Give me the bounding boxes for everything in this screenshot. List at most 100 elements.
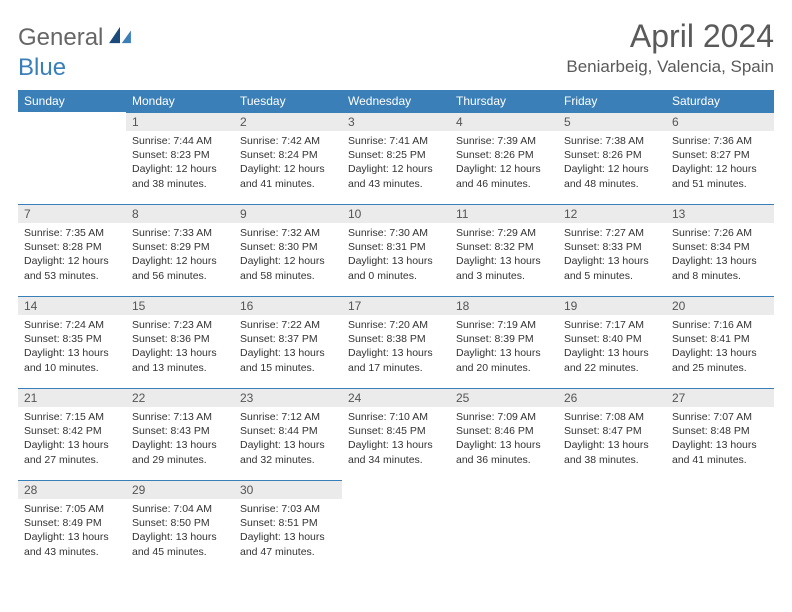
day-content: Sunrise: 7:08 AMSunset: 8:47 PMDaylight:… bbox=[558, 407, 666, 471]
sunrise-text: Sunrise: 7:19 AM bbox=[456, 318, 552, 332]
day-number: 5 bbox=[558, 112, 666, 131]
sunrise-text: Sunrise: 7:26 AM bbox=[672, 226, 768, 240]
day-cell-22: 22Sunrise: 7:13 AMSunset: 8:43 PMDayligh… bbox=[126, 388, 234, 480]
daylight-text-2: and 20 minutes. bbox=[456, 361, 552, 375]
day-cell-16: 16Sunrise: 7:22 AMSunset: 8:37 PMDayligh… bbox=[234, 296, 342, 388]
day-content: Sunrise: 7:15 AMSunset: 8:42 PMDaylight:… bbox=[18, 407, 126, 471]
daylight-text-1: Daylight: 13 hours bbox=[132, 438, 228, 452]
daylight-text-2: and 48 minutes. bbox=[564, 177, 660, 191]
day-content: Sunrise: 7:23 AMSunset: 8:36 PMDaylight:… bbox=[126, 315, 234, 379]
day-content: Sunrise: 7:42 AMSunset: 8:24 PMDaylight:… bbox=[234, 131, 342, 195]
daylight-text-1: Daylight: 13 hours bbox=[348, 346, 444, 360]
day-cell-12: 12Sunrise: 7:27 AMSunset: 8:33 PMDayligh… bbox=[558, 204, 666, 296]
day-header-friday: Friday bbox=[558, 90, 666, 112]
daylight-text-2: and 56 minutes. bbox=[132, 269, 228, 283]
day-cell-30: 30Sunrise: 7:03 AMSunset: 8:51 PMDayligh… bbox=[234, 480, 342, 572]
sunrise-text: Sunrise: 7:15 AM bbox=[24, 410, 120, 424]
sunset-text: Sunset: 8:48 PM bbox=[672, 424, 768, 438]
sunset-text: Sunset: 8:36 PM bbox=[132, 332, 228, 346]
sunset-text: Sunset: 8:44 PM bbox=[240, 424, 336, 438]
daylight-text-2: and 41 minutes. bbox=[240, 177, 336, 191]
day-content: Sunrise: 7:03 AMSunset: 8:51 PMDaylight:… bbox=[234, 499, 342, 563]
calendar-week: 1Sunrise: 7:44 AMSunset: 8:23 PMDaylight… bbox=[18, 112, 774, 204]
daylight-text-2: and 0 minutes. bbox=[348, 269, 444, 283]
month-title: April 2024 bbox=[566, 18, 774, 55]
empty-cell bbox=[666, 480, 774, 572]
day-number: 3 bbox=[342, 112, 450, 131]
day-cell-2: 2Sunrise: 7:42 AMSunset: 8:24 PMDaylight… bbox=[234, 112, 342, 204]
day-content: Sunrise: 7:20 AMSunset: 8:38 PMDaylight:… bbox=[342, 315, 450, 379]
day-content: Sunrise: 7:41 AMSunset: 8:25 PMDaylight:… bbox=[342, 131, 450, 195]
day-content: Sunrise: 7:29 AMSunset: 8:32 PMDaylight:… bbox=[450, 223, 558, 287]
sunset-text: Sunset: 8:33 PM bbox=[564, 240, 660, 254]
day-cell-6: 6Sunrise: 7:36 AMSunset: 8:27 PMDaylight… bbox=[666, 112, 774, 204]
day-number: 22 bbox=[126, 388, 234, 407]
day-number: 4 bbox=[450, 112, 558, 131]
daylight-text-2: and 38 minutes. bbox=[132, 177, 228, 191]
calendar-table: SundayMondayTuesdayWednesdayThursdayFrid… bbox=[18, 90, 774, 572]
daylight-text-2: and 3 minutes. bbox=[456, 269, 552, 283]
sunrise-text: Sunrise: 7:20 AM bbox=[348, 318, 444, 332]
sunset-text: Sunset: 8:51 PM bbox=[240, 516, 336, 530]
sunset-text: Sunset: 8:47 PM bbox=[564, 424, 660, 438]
day-number: 8 bbox=[126, 204, 234, 223]
day-content: Sunrise: 7:13 AMSunset: 8:43 PMDaylight:… bbox=[126, 407, 234, 471]
day-cell-19: 19Sunrise: 7:17 AMSunset: 8:40 PMDayligh… bbox=[558, 296, 666, 388]
day-content: Sunrise: 7:38 AMSunset: 8:26 PMDaylight:… bbox=[558, 131, 666, 195]
day-content: Sunrise: 7:36 AMSunset: 8:27 PMDaylight:… bbox=[666, 131, 774, 195]
day-header-tuesday: Tuesday bbox=[234, 90, 342, 112]
day-cell-15: 15Sunrise: 7:23 AMSunset: 8:36 PMDayligh… bbox=[126, 296, 234, 388]
daylight-text-1: Daylight: 13 hours bbox=[24, 346, 120, 360]
day-header-wednesday: Wednesday bbox=[342, 90, 450, 112]
daylight-text-1: Daylight: 13 hours bbox=[672, 438, 768, 452]
day-header-row: SundayMondayTuesdayWednesdayThursdayFrid… bbox=[18, 90, 774, 112]
logo: GeneralBlue bbox=[18, 18, 148, 82]
sunrise-text: Sunrise: 7:07 AM bbox=[672, 410, 768, 424]
sunset-text: Sunset: 8:32 PM bbox=[456, 240, 552, 254]
sunrise-text: Sunrise: 7:17 AM bbox=[564, 318, 660, 332]
sunrise-text: Sunrise: 7:41 AM bbox=[348, 134, 444, 148]
day-number: 11 bbox=[450, 204, 558, 223]
day-cell-9: 9Sunrise: 7:32 AMSunset: 8:30 PMDaylight… bbox=[234, 204, 342, 296]
day-number: 29 bbox=[126, 480, 234, 499]
sunset-text: Sunset: 8:27 PM bbox=[672, 148, 768, 162]
day-number: 15 bbox=[126, 296, 234, 315]
day-cell-29: 29Sunrise: 7:04 AMSunset: 8:50 PMDayligh… bbox=[126, 480, 234, 572]
daylight-text-2: and 10 minutes. bbox=[24, 361, 120, 375]
sunrise-text: Sunrise: 7:03 AM bbox=[240, 502, 336, 516]
empty-cell bbox=[450, 480, 558, 572]
day-number: 16 bbox=[234, 296, 342, 315]
day-number: 12 bbox=[558, 204, 666, 223]
sunset-text: Sunset: 8:42 PM bbox=[24, 424, 120, 438]
day-number: 6 bbox=[666, 112, 774, 131]
calendar-body: 1Sunrise: 7:44 AMSunset: 8:23 PMDaylight… bbox=[18, 112, 774, 572]
day-cell-11: 11Sunrise: 7:29 AMSunset: 8:32 PMDayligh… bbox=[450, 204, 558, 296]
calendar-week: 14Sunrise: 7:24 AMSunset: 8:35 PMDayligh… bbox=[18, 296, 774, 388]
daylight-text-2: and 25 minutes. bbox=[672, 361, 768, 375]
daylight-text-1: Daylight: 13 hours bbox=[564, 254, 660, 268]
day-content: Sunrise: 7:10 AMSunset: 8:45 PMDaylight:… bbox=[342, 407, 450, 471]
day-cell-8: 8Sunrise: 7:33 AMSunset: 8:29 PMDaylight… bbox=[126, 204, 234, 296]
day-number: 2 bbox=[234, 112, 342, 131]
logo-text-blue: Blue bbox=[18, 54, 66, 81]
daylight-text-2: and 51 minutes. bbox=[672, 177, 768, 191]
day-content: Sunrise: 7:39 AMSunset: 8:26 PMDaylight:… bbox=[450, 131, 558, 195]
daylight-text-1: Daylight: 13 hours bbox=[348, 438, 444, 452]
header: GeneralBlue April 2024 Beniarbeig, Valen… bbox=[18, 18, 774, 82]
daylight-text-2: and 22 minutes. bbox=[564, 361, 660, 375]
daylight-text-1: Daylight: 13 hours bbox=[132, 530, 228, 544]
sunrise-text: Sunrise: 7:33 AM bbox=[132, 226, 228, 240]
day-cell-3: 3Sunrise: 7:41 AMSunset: 8:25 PMDaylight… bbox=[342, 112, 450, 204]
empty-cell bbox=[18, 112, 126, 204]
day-cell-28: 28Sunrise: 7:05 AMSunset: 8:49 PMDayligh… bbox=[18, 480, 126, 572]
sunrise-text: Sunrise: 7:30 AM bbox=[348, 226, 444, 240]
sunrise-text: Sunrise: 7:16 AM bbox=[672, 318, 768, 332]
day-number: 7 bbox=[18, 204, 126, 223]
day-content: Sunrise: 7:44 AMSunset: 8:23 PMDaylight:… bbox=[126, 131, 234, 195]
day-cell-7: 7Sunrise: 7:35 AMSunset: 8:28 PMDaylight… bbox=[18, 204, 126, 296]
daylight-text-2: and 53 minutes. bbox=[24, 269, 120, 283]
sunset-text: Sunset: 8:49 PM bbox=[24, 516, 120, 530]
sunrise-text: Sunrise: 7:39 AM bbox=[456, 134, 552, 148]
sunrise-text: Sunrise: 7:24 AM bbox=[24, 318, 120, 332]
sunset-text: Sunset: 8:37 PM bbox=[240, 332, 336, 346]
